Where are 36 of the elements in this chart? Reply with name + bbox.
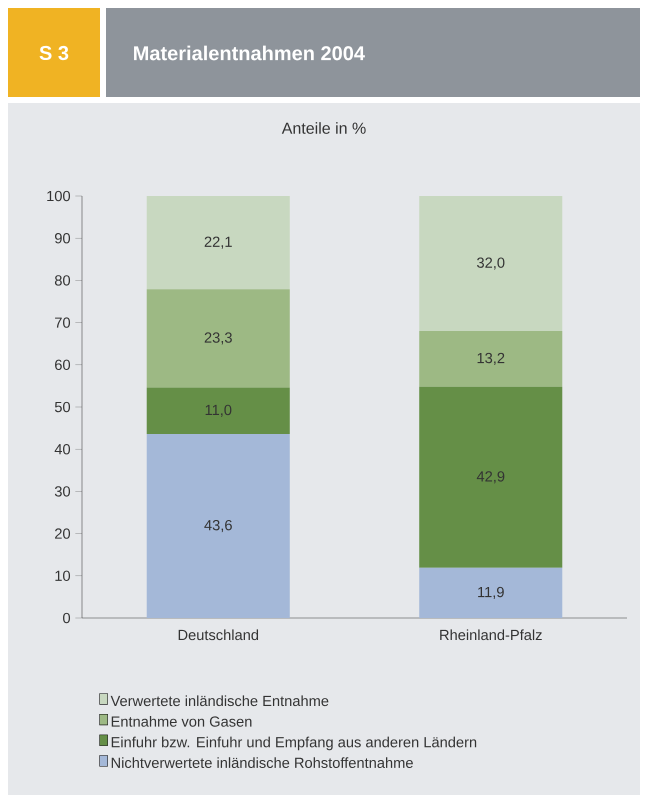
text: S 3 bbox=[40, 46, 68, 60]
y-tick-label: 20 bbox=[55, 528, 70, 539]
legend-label: Entnahme von Gasen bbox=[112, 716, 252, 727]
y-tick-label: 70 bbox=[55, 317, 70, 328]
y-tick-label: 40 bbox=[54, 444, 70, 454]
y-tick-label: 90 bbox=[55, 233, 70, 244]
data-label: 23,3 bbox=[204, 332, 232, 344]
data-label: 22,1 bbox=[204, 236, 232, 249]
bar bbox=[419, 568, 562, 618]
y-tick-label: 0 bbox=[63, 612, 70, 624]
data-label: 13,2 bbox=[478, 352, 504, 365]
bar bbox=[419, 386, 562, 568]
bar bbox=[146, 388, 290, 434]
bar bbox=[419, 331, 562, 387]
data-label: 11,9 bbox=[478, 586, 504, 599]
y-tick-label: 100 bbox=[47, 190, 70, 202]
y-tick-label: 10 bbox=[55, 570, 70, 581]
legend-label: Verwertete inländische Entnahme bbox=[110, 695, 328, 706]
y-tick-label: 80 bbox=[54, 275, 70, 286]
y-tick-label: 60 bbox=[55, 360, 70, 370]
x-tick-label: Deutschland bbox=[178, 629, 258, 640]
chart-title: Materialentnahmen 2004 bbox=[134, 46, 365, 60]
bar bbox=[146, 434, 290, 618]
legend-label: Einfuhr bzw. Einfuhr und Empfang aus anderen Ländern bbox=[112, 736, 476, 750]
legend-label: Nichtverwertete inländische Rohstoffentnahme bbox=[112, 757, 413, 768]
data-label: 43,6 bbox=[204, 520, 232, 532]
chart-subtitle: Anteile in % bbox=[282, 122, 366, 134]
bar bbox=[146, 196, 290, 290]
data-label: 32,0 bbox=[477, 257, 504, 270]
data-label: 42,9 bbox=[476, 471, 504, 484]
data-label: 11,0 bbox=[206, 404, 232, 417]
bar bbox=[146, 289, 290, 388]
bar bbox=[419, 196, 562, 332]
x-tick-label: Rheinland-Pfalz bbox=[440, 629, 542, 640]
y-tick-label: 30 bbox=[54, 486, 70, 497]
y-tick-label: 50 bbox=[54, 402, 70, 412]
